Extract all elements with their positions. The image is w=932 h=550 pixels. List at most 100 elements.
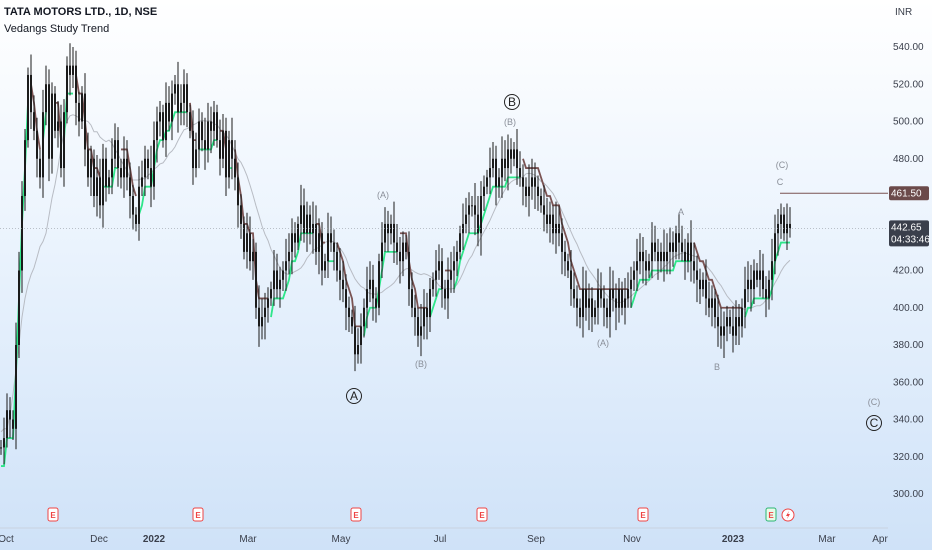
earnings-marker-box <box>476 507 488 522</box>
earnings-marker[interactable]: E <box>476 507 488 522</box>
candle-body <box>174 84 176 94</box>
major-wave-ring <box>866 415 882 431</box>
candle-body <box>135 214 137 224</box>
candle-body <box>705 279 707 299</box>
candle-body <box>471 205 473 207</box>
candle-body <box>243 223 245 252</box>
earnings-marker[interactable]: E <box>192 507 204 522</box>
candle-body <box>249 233 251 262</box>
candle-body <box>39 158 41 178</box>
candle-body <box>333 242 335 252</box>
candle-body <box>591 298 593 318</box>
candle-body <box>90 158 92 178</box>
candle-body <box>366 289 368 308</box>
candle-body <box>114 140 116 159</box>
candle-body <box>252 251 254 262</box>
x-tick-label: Oct <box>0 534 14 545</box>
candle-body <box>582 289 584 318</box>
candle-body <box>594 307 596 318</box>
candle-body <box>543 205 545 215</box>
earnings-marker-label: E <box>353 511 359 520</box>
candle-body <box>414 307 416 318</box>
candle-body <box>645 261 647 271</box>
candle-body <box>231 140 233 159</box>
trend-up-segment <box>363 250 397 336</box>
candle-body <box>426 307 428 318</box>
candle-body <box>774 233 776 262</box>
candle-body <box>66 65 68 113</box>
candle-body <box>552 214 554 234</box>
candle-body <box>228 140 230 178</box>
candle-body <box>102 158 104 206</box>
candle-body <box>108 177 110 187</box>
candle-body <box>753 270 755 290</box>
candle-body <box>588 298 590 308</box>
candle-body <box>324 261 326 271</box>
trend-layer <box>1 74 790 467</box>
major-wave-label: C <box>866 415 882 431</box>
candle-body <box>96 177 98 196</box>
candle-body <box>339 270 341 280</box>
trend-up-segment <box>63 92 73 141</box>
candle-body <box>447 279 449 299</box>
candle-body <box>783 214 785 234</box>
candle-body <box>378 261 380 308</box>
candle-body <box>747 279 749 290</box>
x-tick-label: Dec <box>90 534 108 545</box>
candle-body <box>603 298 605 308</box>
candle-body <box>219 140 221 159</box>
candle-body <box>597 289 599 308</box>
candle-body <box>696 270 698 280</box>
candle-body <box>84 93 86 150</box>
countdown-text: 04:33:46 <box>891 234 930 245</box>
candle-body <box>561 233 563 252</box>
candle-body <box>750 279 752 290</box>
candle-body <box>396 242 398 252</box>
candle-body <box>360 326 362 345</box>
candle-body <box>150 168 152 187</box>
candle-body <box>69 65 71 75</box>
candle-body <box>465 214 467 224</box>
candle-body <box>435 270 437 280</box>
lightning-icon[interactable] <box>781 508 795 522</box>
candle-body <box>711 298 713 308</box>
trend-down-segment <box>400 232 427 309</box>
candle-body <box>717 317 719 327</box>
candle-body <box>789 223 791 229</box>
current-badge-text: 442.65 <box>891 222 922 233</box>
major-wave-label: B <box>504 94 520 110</box>
candle-body <box>600 289 602 299</box>
candle-body <box>132 196 134 215</box>
candle-body <box>306 214 308 234</box>
candle-body <box>186 84 188 113</box>
candle-body <box>180 102 182 113</box>
earnings-marker-label: E <box>768 511 774 520</box>
earnings-marker-box <box>47 507 59 522</box>
earnings-marker[interactable]: E <box>637 507 649 522</box>
candle-body <box>681 242 683 252</box>
candle-body <box>480 196 482 234</box>
candle-body <box>609 289 611 318</box>
candle-body <box>207 121 209 150</box>
candle-body <box>45 84 47 113</box>
candle-body <box>81 93 83 122</box>
candle-body <box>24 140 26 196</box>
minor-wave-label: (B) <box>504 117 516 127</box>
candle-body <box>60 121 62 169</box>
candle-body <box>369 279 371 290</box>
candle-body <box>648 261 650 271</box>
candle-body <box>291 233 293 252</box>
candle-body <box>780 214 782 224</box>
candle-body <box>546 214 548 224</box>
candle-body <box>690 242 692 262</box>
candle-body <box>276 270 278 290</box>
earnings-marker[interactable]: E <box>765 507 777 522</box>
candle-body <box>474 205 476 215</box>
candle-body <box>477 214 479 234</box>
candle-body <box>177 84 179 113</box>
candle-body <box>6 410 8 439</box>
candle-body <box>417 317 419 336</box>
earnings-marker[interactable]: E <box>350 507 362 522</box>
earnings-marker[interactable]: E <box>47 507 59 522</box>
